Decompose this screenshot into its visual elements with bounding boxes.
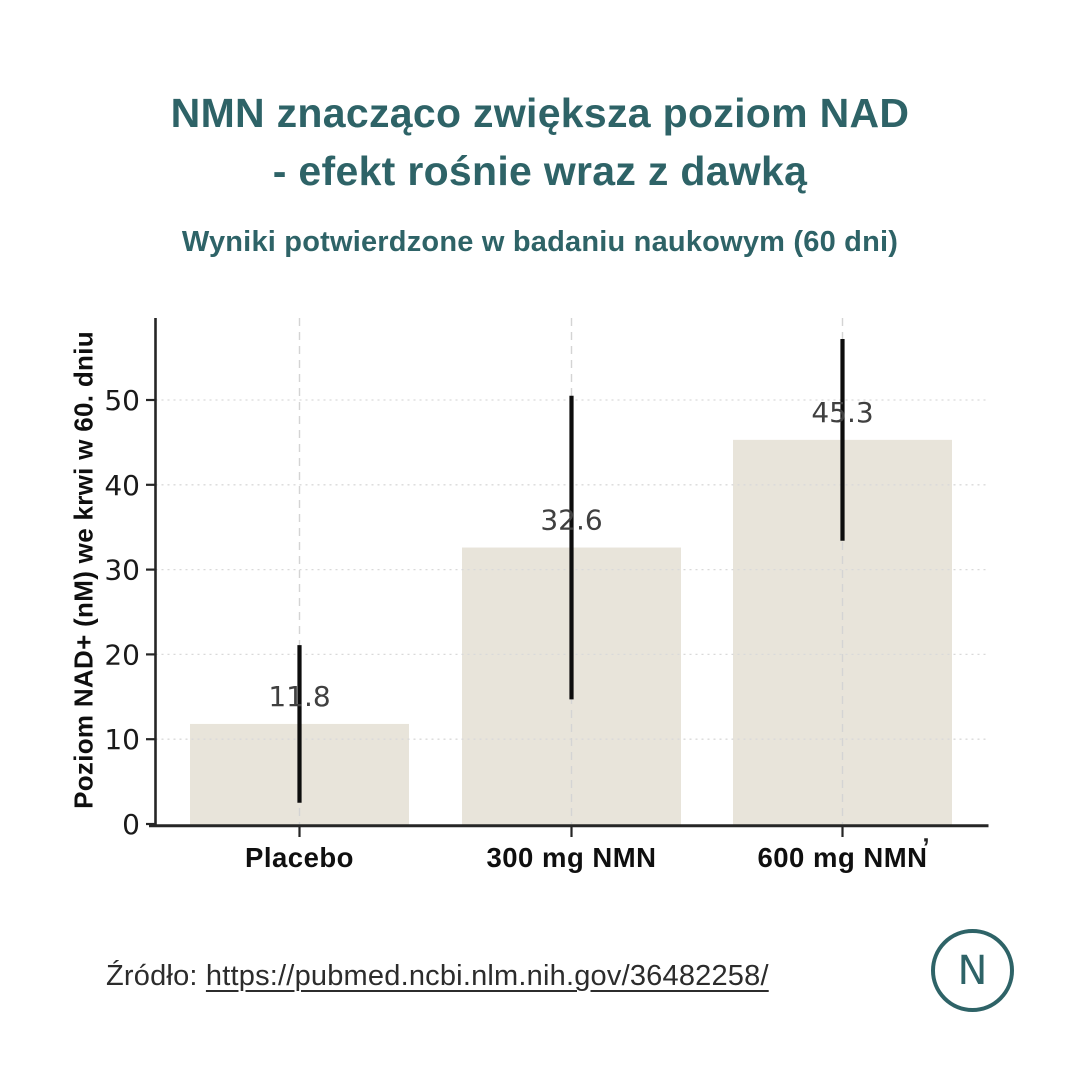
y-tick-label: 0 [122,808,140,841]
page-title: NMN znacząco zwiększa poziom NAD - efekt… [0,84,1080,200]
x-tick-label: Placebo [245,842,354,873]
x-tick-label: 600 mg NMN [757,842,927,873]
source-label: Źródło: [106,960,206,992]
y-tick-label: 20 [104,638,140,671]
x-tick-label: 300 mg NMN [486,842,656,873]
y-tick-label: 10 [104,723,140,756]
page-subtitle: Wyniki potwierdzone w badaniu naukowym (… [181,226,899,258]
bar-value-label: 32.6 [540,504,602,537]
title-line-1: NMN znacząco zwiększa poziom NAD [170,90,910,136]
brand-logo: N [931,929,1014,1012]
bar-value-label: 45.3 [811,396,873,429]
brand-logo-letter: N [957,947,988,994]
source-link[interactable]: https://pubmed.ncbi.nlm.nih.gov/36482258… [205,960,769,992]
source-line: Źródło: https://pubmed.ncbi.nlm.nih.gov/… [106,960,769,993]
y-tick-label: 50 [104,384,140,417]
y-tick-label: 40 [104,469,140,502]
y-tick-label: 30 [104,554,140,587]
title-line-2: - efekt rośnie wraz z dawką [272,148,808,195]
stray-mark: ʼ [922,832,929,862]
bar-value-label: 11.8 [268,680,330,713]
